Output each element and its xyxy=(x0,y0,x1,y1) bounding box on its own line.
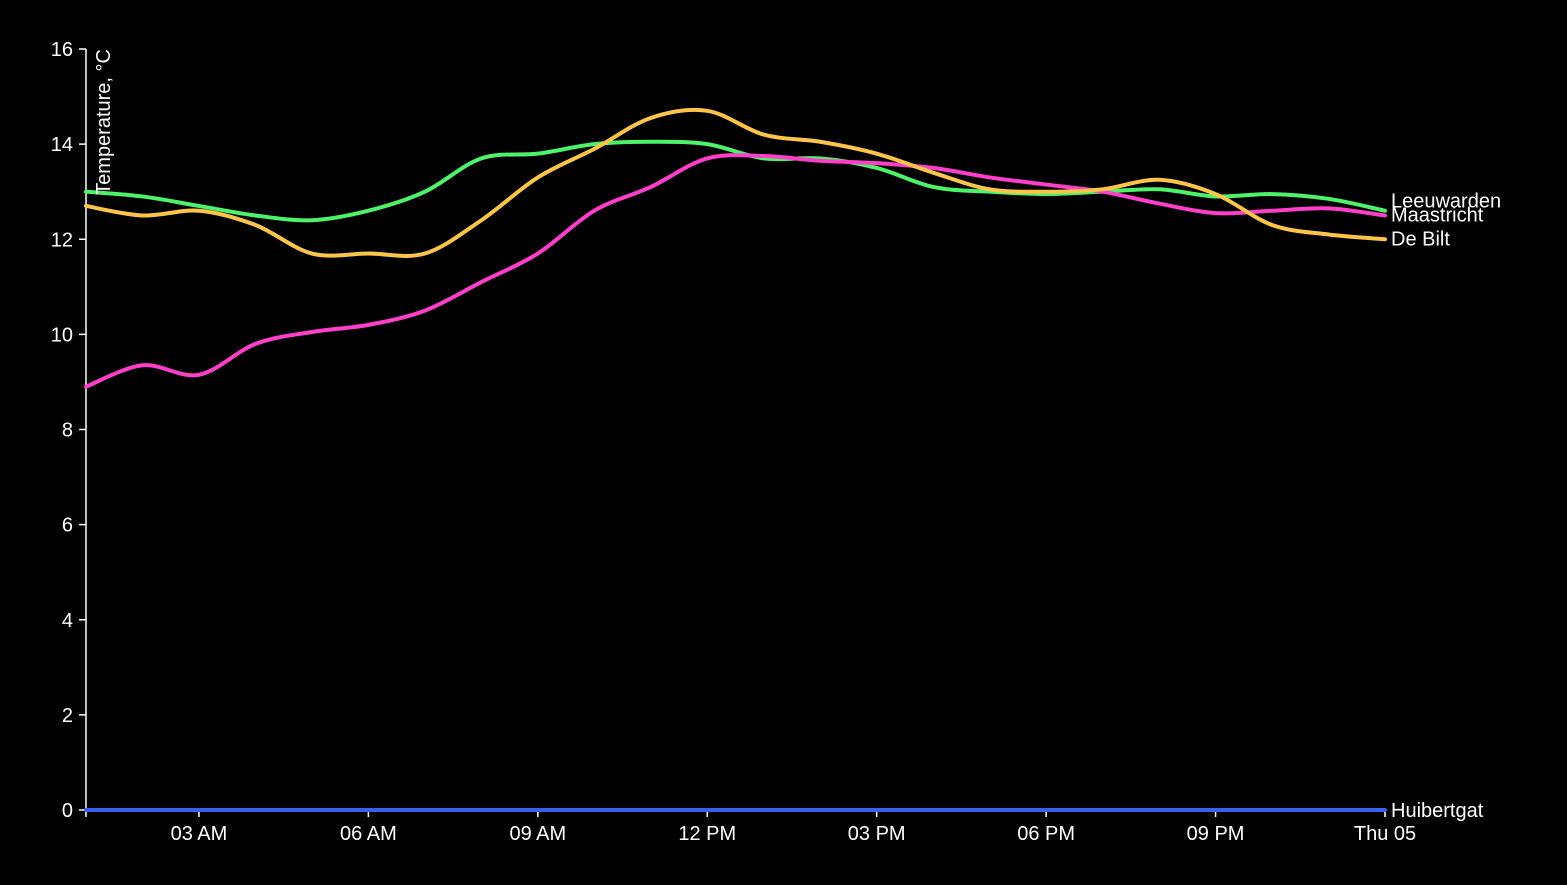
y-tick-label: 12 xyxy=(51,229,73,251)
x-tick-label: 09 AM xyxy=(509,823,566,845)
y-axis-title: Temperature, °C xyxy=(93,49,115,195)
series-label-huibertgat: Huibertgat xyxy=(1391,800,1484,822)
y-tick: 8 xyxy=(62,420,86,442)
series-label-de-bilt: De Bilt xyxy=(1391,228,1450,250)
x-tick-label: 06 PM xyxy=(1017,823,1075,845)
y-tick-label: 4 xyxy=(62,610,73,632)
y-tick-label: 8 xyxy=(62,420,73,442)
x-tick-label: 03 PM xyxy=(848,823,906,845)
y-tick-label: 6 xyxy=(62,515,73,537)
y-tick-label: 0 xyxy=(62,800,73,822)
series-line-leeuwarden xyxy=(84,139,1387,223)
y-tick: 4 xyxy=(62,610,86,632)
series-line-de-bilt xyxy=(84,107,1387,258)
series-label-leeuwarden: Leeuwarden xyxy=(1391,191,1501,213)
y-tick-label: 2 xyxy=(62,705,73,727)
y-tick: 16 xyxy=(51,39,86,61)
x-tick-label: 03 AM xyxy=(171,823,228,845)
y-axis: 0 2 4 6 8 10 12 14 16 xyxy=(51,39,87,822)
y-tick: 2 xyxy=(62,705,86,727)
y-tick: 14 xyxy=(51,134,86,156)
y-tick: 10 xyxy=(51,324,86,346)
series-lines xyxy=(84,107,1387,812)
y-tick: 12 xyxy=(51,229,86,251)
y-tick-label: 16 xyxy=(51,39,73,61)
x-tick-label: 12 PM xyxy=(678,823,736,845)
y-tick-label: 10 xyxy=(51,324,73,346)
y-tick-label: 14 xyxy=(51,134,73,156)
y-tick: 6 xyxy=(62,515,86,537)
x-tick-label: Thu 05 xyxy=(1354,823,1416,845)
x-tick-label: 09 PM xyxy=(1187,823,1245,845)
series-label-maastricht: Maastricht xyxy=(1391,204,1484,226)
series-line-maastricht xyxy=(84,153,1387,389)
x-axis: 03 AM 06 AM 09 AM 12 PM 03 PM 06 PM 09 PM Thu 0… xyxy=(85,809,1416,845)
x-tick-label: 06 AM xyxy=(340,823,397,845)
